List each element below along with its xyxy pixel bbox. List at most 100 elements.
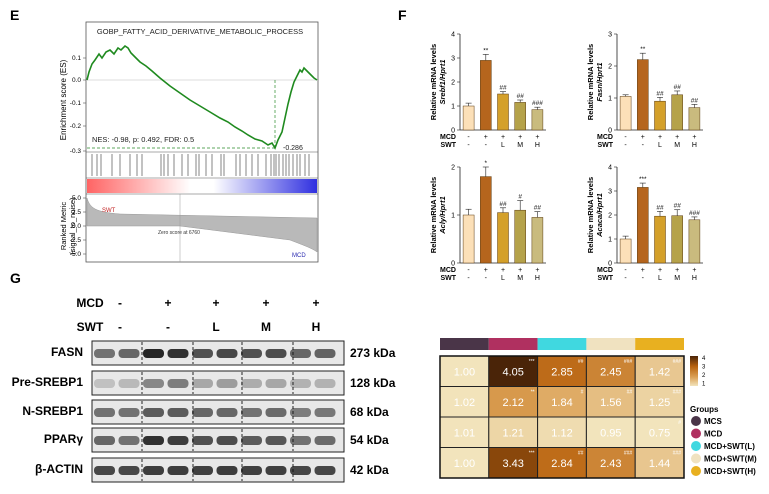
blot-mcd-sign: + (212, 296, 219, 310)
y-axis-label: Relative mRNA levels (429, 177, 438, 253)
mcd-sign: + (501, 267, 505, 274)
protein-band (314, 436, 336, 445)
panel-label-f: F (398, 7, 407, 23)
significance-mark: ### (532, 100, 543, 107)
protein-band (216, 436, 238, 445)
bar (619, 238, 632, 264)
y-tick-label: 2 (451, 165, 455, 172)
swt-sign: M (674, 142, 680, 149)
protein-band (167, 379, 189, 388)
molecular-weight: 273 kDa (350, 346, 396, 360)
rank-tick-label: 5.0 (72, 195, 81, 202)
panel-label-g: G (10, 270, 21, 286)
blot-swt-sign: M (261, 320, 271, 334)
heatmap-value: 1.84 (551, 397, 572, 409)
colorbar-tick: 2 (702, 373, 706, 379)
protein-band (314, 408, 336, 417)
heatmap-value: 1.44 (649, 458, 670, 470)
heatmap-value: 1.25 (649, 397, 670, 409)
heatmap-cell (439, 416, 490, 448)
protein-band (241, 466, 262, 475)
legend-label: MCS (704, 417, 722, 426)
blot-mcd-sign: + (262, 296, 269, 310)
heatmap-significance: ** (531, 390, 535, 396)
swt-sign: H (535, 142, 540, 149)
zero-score-label: Zero score at 6760 (158, 230, 200, 236)
protein-band (265, 436, 287, 445)
mcd-sign: + (484, 134, 488, 141)
blot-mcd-sign: + (164, 296, 171, 310)
protein-band (167, 436, 189, 445)
protein-band (94, 349, 115, 358)
swt-sign: - (485, 275, 488, 282)
group-color-strip (440, 338, 489, 350)
protein-band (265, 466, 287, 475)
swt-sign: H (692, 142, 697, 149)
swt-sign: H (692, 275, 697, 282)
protein-band (118, 379, 140, 388)
row-label-mcd: MCD (597, 267, 613, 274)
heatmap-value: 1.56 (600, 397, 621, 409)
y-tick-label: 1 (608, 96, 612, 103)
rank-axis-label-2: (signal_to_noise) (68, 197, 77, 255)
heatmap-value: 2.43 (600, 458, 621, 470)
heatmap-significance: *** (529, 359, 535, 365)
heatmap-value: 3.43 (502, 458, 523, 470)
bar (654, 100, 666, 131)
swt-sign: L (658, 275, 662, 282)
es-axis-ticks: 0.1 0.0 -0.1 -0.2 -0.3 (70, 55, 86, 155)
protein-band (143, 379, 164, 388)
mcd-sign: + (692, 134, 696, 141)
colorbar-tick: 1 (702, 382, 706, 388)
row-label-mcd: MCD (440, 134, 456, 141)
protein-band (167, 466, 189, 475)
row-label-swt: SWT (440, 142, 456, 149)
blot-swt-sign: L (212, 320, 219, 334)
rank-tick-label: -2.5 (70, 237, 82, 244)
protein-band (94, 436, 115, 445)
row-label-swt: SWT (440, 275, 456, 282)
protein-band (143, 349, 164, 358)
y-tick-label: 1 (451, 213, 455, 220)
band-name: β-ACTIN (35, 462, 83, 476)
gsea-title: GOBP_FATTY_ACID_DERIVATIVE_METABOLIC_PRO… (97, 27, 303, 36)
gene-label: Acaca/Hprt1 (595, 193, 604, 238)
protein-band (216, 466, 238, 475)
swt-sign: M (517, 142, 523, 149)
protein-band (192, 466, 213, 475)
legend-swatch (691, 453, 701, 464)
colorbar-gradient (690, 356, 698, 386)
heatmap-value: 1.42 (649, 366, 670, 378)
mcd-sign: + (518, 267, 522, 274)
es-axis-label: Enrichment score (ES) (59, 59, 68, 140)
swt-sign: - (642, 275, 645, 282)
y-tick-label: 0 (608, 128, 612, 135)
swt-sign: - (485, 142, 488, 149)
mcd-sign: + (658, 267, 662, 274)
mcd-sign: + (658, 134, 662, 141)
protein-band (143, 436, 164, 445)
blot-swt-sign: - (166, 320, 170, 334)
heatmap-colorbar: 4 3 2 1 (690, 356, 706, 388)
mcd-sign: + (641, 267, 645, 274)
row-label-mcd: MCD (597, 134, 613, 141)
significance-mark: ## (691, 97, 699, 104)
gene-hit-ticks (91, 154, 310, 176)
gene-label: Acly/Hprt1 (438, 196, 447, 235)
protein-band (290, 436, 311, 445)
protein-band (118, 349, 140, 358)
heatmap-value: 2.85 (551, 366, 572, 378)
blot-mcd-sign: + (312, 296, 319, 310)
significance-mark: ## (656, 90, 664, 97)
protein-band (241, 436, 262, 445)
swt-sign: L (501, 275, 505, 282)
bar (497, 212, 509, 264)
blot-mcd-sign: - (118, 296, 122, 310)
bar (514, 209, 526, 264)
significance-mark: ## (499, 85, 507, 92)
protein-band (192, 436, 213, 445)
